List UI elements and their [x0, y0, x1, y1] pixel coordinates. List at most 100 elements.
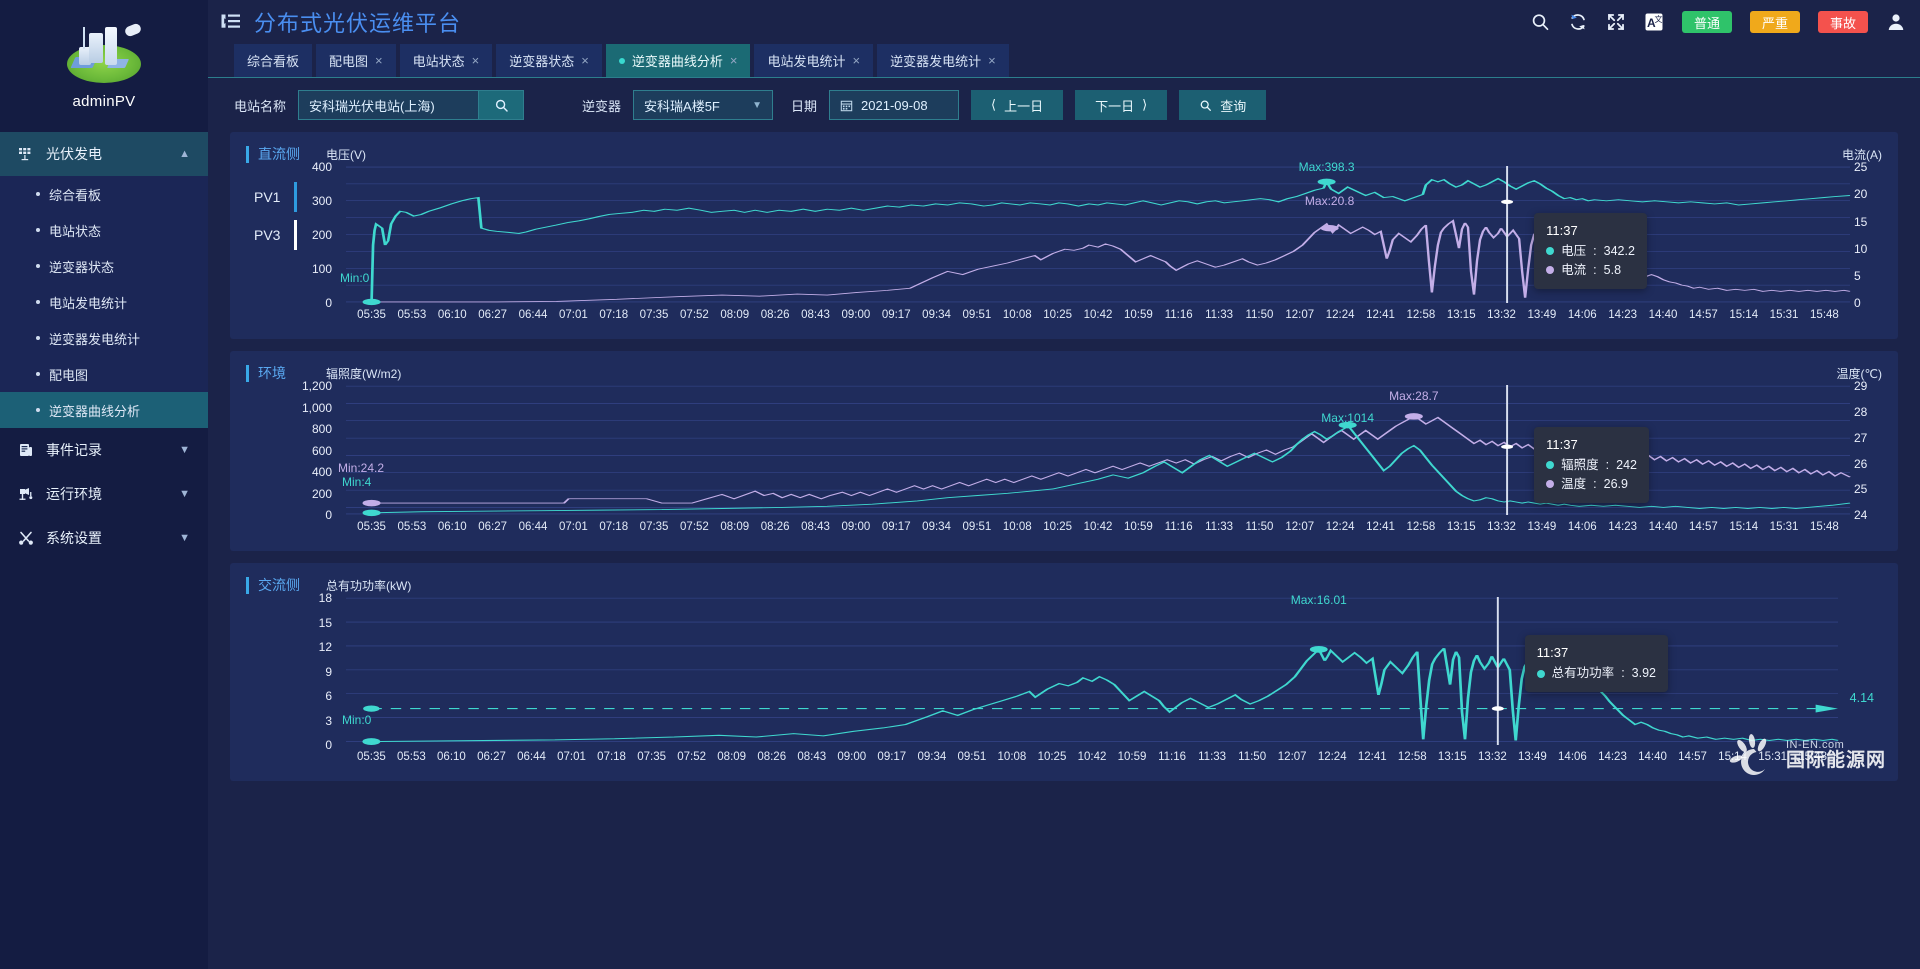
sidebar-group-settings[interactable]: 系统设置 ▼ — [0, 516, 208, 560]
crosshair-marker — [1501, 199, 1514, 204]
x-tick-label: 09:51 — [962, 309, 992, 321]
y-axis-left-ticks: 0 100 200 300 400 — [288, 160, 332, 310]
inverter-select[interactable]: 安科瑞A楼5F ▼ — [633, 90, 774, 120]
prev-day-button[interactable]: ⟨ 上一日 — [971, 90, 1064, 120]
tab-inverter-status[interactable]: 逆变器状态 × — [496, 44, 602, 77]
x-tick-label: 06:27 — [478, 309, 508, 321]
sidebar-item-inverter-generation[interactable]: 逆变器发电统计 — [0, 320, 208, 356]
y-tick-label: 27 — [1854, 430, 1868, 445]
y-tick-label: 25 — [1854, 482, 1868, 497]
close-icon[interactable]: × — [852, 53, 861, 68]
y-tick-label: 29 — [1854, 379, 1868, 394]
status-badge-severe[interactable]: 严重 — [1749, 11, 1800, 33]
close-icon[interactable]: × — [581, 53, 589, 68]
tooltip-row: 温度: 26.9 — [1546, 475, 1637, 494]
close-icon[interactable]: × — [471, 53, 480, 68]
tab-overview[interactable]: 综合看板 — [234, 44, 313, 77]
refresh-icon[interactable] — [1568, 12, 1588, 32]
sidebar-group-events[interactable]: 事件记录 ▼ — [0, 428, 208, 472]
x-tick-label: 10:08 — [1002, 521, 1032, 533]
user-name: adminPV — [72, 92, 136, 110]
x-tick-label: 14:06 — [1567, 309, 1597, 321]
close-icon[interactable]: × — [988, 53, 996, 68]
x-tick-label: 13:15 — [1446, 309, 1476, 321]
x-tick-label: 05:53 — [397, 309, 427, 321]
tooltip-time: 11:37 — [1546, 436, 1578, 452]
bullet-icon — [36, 336, 40, 340]
bullet-icon — [36, 408, 40, 412]
pv-legend-item[interactable]: PV1 — [254, 178, 297, 216]
y-tick-label: 10 — [1854, 241, 1868, 256]
user-avatar-icon[interactable] — [1886, 12, 1906, 32]
sidebar-group-label: 光伏发电 — [46, 146, 102, 162]
sidebar-group-pv[interactable]: 光伏发电 ▲ — [0, 132, 208, 176]
tooltip-row: 辐照度: 242 — [1546, 456, 1637, 475]
svg-text:文: 文 — [1654, 14, 1662, 24]
pv-legend-item[interactable]: PV3 — [254, 216, 297, 254]
x-tick-label: 09:00 — [841, 309, 871, 321]
x-tick-label: 09:00 — [841, 521, 871, 533]
chevron-right-icon: ⟩ — [1142, 97, 1148, 112]
sidebar-item-overview[interactable]: 综合看板 — [0, 176, 208, 212]
station-input[interactable]: 安科瑞光伏电站(上海) — [298, 90, 479, 120]
menu-collapse-icon[interactable] — [218, 9, 244, 35]
y-tick-label: 18 — [318, 591, 332, 606]
watermark-en: IN-EN.com — [1785, 739, 1845, 751]
tab-station-generation[interactable]: 电站发电统计 × — [754, 44, 874, 77]
filter-bar: 电站名称 安科瑞光伏电站(上海) 逆变器 安科瑞A楼5F ▼ 日期 2021-0… — [208, 78, 1920, 132]
y-tick-label: 400 — [311, 465, 332, 480]
station-search-button[interactable] — [478, 90, 525, 120]
sidebar-group-label: 运行环境 — [46, 486, 102, 502]
min-label-voltage: Min:0 — [340, 271, 370, 285]
next-day-button[interactable]: 下一日 ⟩ — [1075, 90, 1168, 120]
x-tick-label: 11:50 — [1245, 309, 1274, 321]
series-voltage — [370, 177, 1851, 302]
x-tick-label: 12:41 — [1366, 309, 1395, 321]
query-button[interactable]: 查询 — [1179, 90, 1267, 120]
inverter-label: 逆变器 — [582, 98, 622, 114]
x-tick-label: 08:09 — [717, 751, 747, 763]
bullet-icon — [36, 372, 40, 376]
sidebar-item-inverter-status[interactable]: 逆变器状态 — [0, 248, 208, 284]
y-axis-right-ticks: 24 25 26 27 28 29 — [1850, 379, 1894, 522]
sidebar-item-station-status[interactable]: 电站状态 — [0, 212, 208, 248]
sidebar-item-label: 电站状态 — [49, 223, 102, 239]
x-tick-label: 13:15 — [1446, 521, 1476, 533]
station-search-group: 安科瑞光伏电站(上海) — [298, 90, 525, 120]
sidebar-item-inverter-curve[interactable]: 逆变器曲线分析 — [0, 392, 208, 428]
x-tick-label: 14:40 — [1638, 751, 1667, 763]
status-badge-normal[interactable]: 普通 — [1681, 11, 1732, 33]
x-tick-label: 05:35 — [356, 751, 386, 763]
translate-icon[interactable]: A文 — [1644, 12, 1664, 32]
status-badge-accident[interactable]: 事故 — [1817, 11, 1868, 33]
max-power-point — [1309, 645, 1328, 653]
search-icon[interactable] — [1530, 12, 1550, 32]
tab-inverter-curve[interactable]: 逆变器曲线分析 × — [605, 44, 751, 77]
x-tick-label: 12:24 — [1317, 751, 1347, 763]
sidebar-group-environment[interactable]: 运行环境 ▼ — [0, 472, 208, 516]
tab-inverter-generation[interactable]: 逆变器发电统计 × — [877, 44, 1009, 77]
y-tick-label: 200 — [311, 486, 332, 501]
sidebar-item-wiring-diagram[interactable]: 配电图 — [0, 356, 208, 392]
x-tick-label: 14:23 — [1608, 309, 1638, 321]
x-tick-label: 06:10 — [437, 751, 466, 763]
fullscreen-icon[interactable] — [1606, 12, 1626, 32]
x-tick-label: 06:10 — [437, 309, 467, 321]
close-icon[interactable]: × — [375, 53, 383, 68]
tab-wiring-diagram[interactable]: 配电图 × — [316, 44, 396, 77]
x-tick-label: 09:17 — [877, 751, 907, 763]
x-tick-label: 10:59 — [1117, 751, 1147, 763]
pv3-label: PV3 — [254, 227, 281, 243]
tab-station-status[interactable]: 电站状态 × — [399, 44, 493, 77]
x-tick-label: 14:06 — [1558, 751, 1587, 763]
x-tick-label: 11:16 — [1164, 309, 1193, 321]
legend-dot — [1546, 266, 1555, 275]
sidebar-item-station-generation[interactable]: 电站发电统计 — [0, 284, 208, 320]
y-tick-label: 300 — [311, 194, 332, 209]
max-label-irradiance: Max:1014 — [1321, 411, 1375, 425]
x-tick-label: 13:15 — [1437, 751, 1467, 763]
close-icon[interactable]: × — [729, 53, 738, 68]
x-tick-label: 06:27 — [477, 751, 506, 763]
chart-card-environment: 环境 辐照度(W/m2) 温度(℃) 0 200 400 600 800 1,000 1,2… — [230, 351, 1898, 551]
date-input[interactable]: 2021-09-08 — [829, 90, 960, 120]
